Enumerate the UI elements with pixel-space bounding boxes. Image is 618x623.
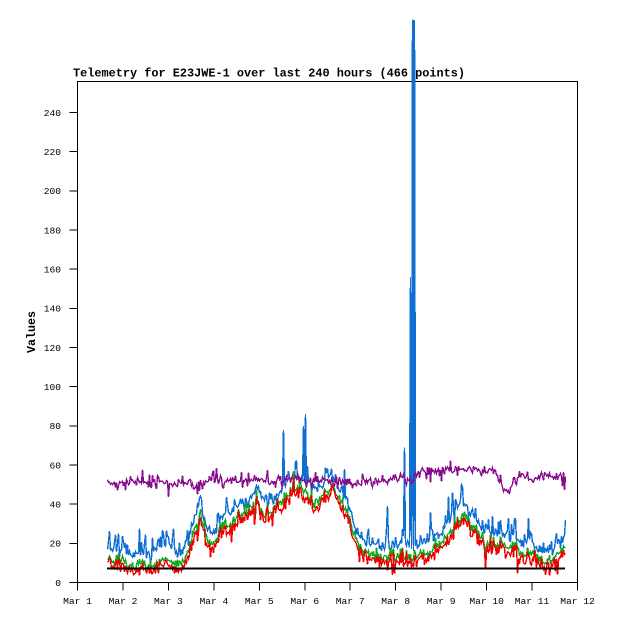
svg-text:160: 160 [44, 265, 62, 276]
svg-text:60: 60 [49, 460, 61, 471]
svg-text:Values: Values [25, 311, 39, 353]
svg-text:Mar 8: Mar 8 [381, 596, 410, 607]
svg-text:Telemetry for E23JWE-1 over la: Telemetry for E23JWE-1 over last 240 hou… [73, 67, 465, 81]
svg-text:120: 120 [44, 343, 62, 354]
svg-text:Mar 3: Mar 3 [154, 596, 183, 607]
svg-text:Mar 5: Mar 5 [245, 596, 274, 607]
svg-text:140: 140 [44, 304, 62, 315]
svg-text:80: 80 [49, 421, 61, 432]
svg-text:20: 20 [49, 539, 61, 550]
svg-text:220: 220 [44, 147, 62, 158]
svg-text:Mar 10: Mar 10 [469, 596, 504, 607]
svg-text:200: 200 [44, 186, 62, 197]
svg-text:Mar 2: Mar 2 [109, 596, 138, 607]
svg-text:240: 240 [44, 108, 62, 119]
svg-text:180: 180 [44, 225, 62, 236]
svg-text:Mar 7: Mar 7 [336, 596, 365, 607]
svg-text:Mar 9: Mar 9 [427, 596, 456, 607]
svg-text:Mar 1: Mar 1 [63, 596, 92, 607]
svg-text:40: 40 [49, 500, 61, 511]
svg-text:Mar 11: Mar 11 [515, 596, 550, 607]
svg-text:Mar 12: Mar 12 [560, 596, 595, 607]
svg-text:100: 100 [44, 382, 62, 393]
svg-text:Mar 6: Mar 6 [290, 596, 319, 607]
svg-text:Mar 4: Mar 4 [200, 596, 229, 607]
svg-text:0: 0 [55, 578, 61, 589]
